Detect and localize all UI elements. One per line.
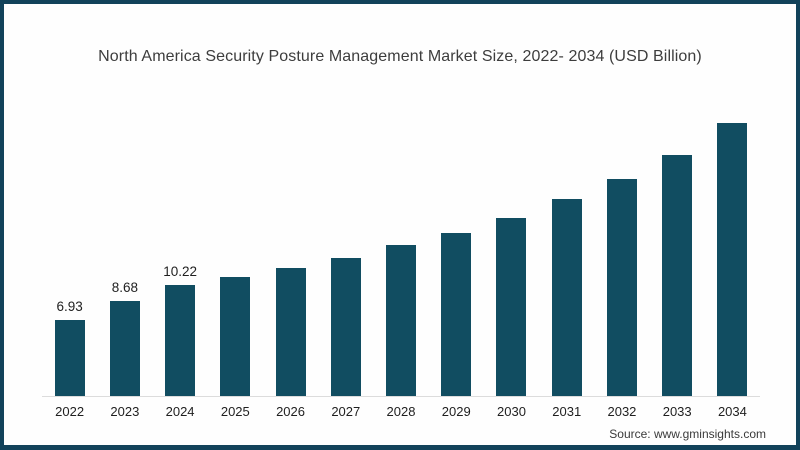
- bar-column-2028: 2028: [373, 96, 428, 419]
- bar-column-2030: 2030: [484, 96, 539, 419]
- bar-2026: [275, 268, 306, 396]
- bar-2033: [662, 154, 693, 396]
- x-axis-label-2032: 2032: [607, 404, 637, 419]
- bar-column-2031: 2031: [539, 96, 594, 419]
- bar-column-2022: 6.93 2022: [42, 96, 97, 419]
- source-attribution: Source: www.gminsights.com: [609, 427, 766, 441]
- bar-2034: [717, 123, 748, 396]
- bar-value-label-2024: 10.22: [163, 263, 197, 279]
- x-axis-label-2022: 2022: [55, 404, 85, 419]
- x-axis-label-2027: 2027: [331, 404, 361, 419]
- x-axis-label-2031: 2031: [552, 404, 582, 419]
- chart-title: North America Security Posture Managemen…: [98, 48, 702, 65]
- bar-2032: [606, 179, 637, 396]
- bar-2030: [496, 218, 527, 396]
- plot-area: 6.93 2022 8.68 2023 10.22 2024 2025 2026 2027 202…: [42, 96, 760, 419]
- bar-column-2033: 2033: [650, 96, 705, 419]
- x-axis-label-2033: 2033: [662, 404, 692, 419]
- x-axis-label-2024: 2024: [165, 404, 195, 419]
- x-axis-label-2026: 2026: [276, 404, 305, 419]
- x-axis-label-2025: 2025: [220, 404, 250, 419]
- bar-column-2032: 2032: [594, 96, 649, 419]
- bar-column-2025: 2025: [208, 96, 263, 419]
- bar-column-2026: 2026: [263, 96, 318, 419]
- bar-value-label-2022: 6.93: [56, 299, 83, 315]
- bar-column-2034: 2034: [705, 96, 760, 419]
- bar-column-2024: 10.22 2024: [152, 96, 207, 419]
- bar-value-label-2023: 8.68: [111, 280, 138, 296]
- x-axis-label-2029: 2029: [441, 404, 471, 419]
- bar-2023: [109, 301, 140, 396]
- bar-2027: [330, 258, 361, 396]
- x-axis-label-2034: 2034: [717, 404, 747, 419]
- x-axis-label-2030: 2030: [497, 404, 526, 419]
- bar-2024: [165, 284, 196, 396]
- bar-2022: [54, 320, 85, 396]
- bar-column-2029: 2029: [429, 96, 484, 419]
- bar-2029: [441, 233, 472, 396]
- bar-column-2027: 2027: [318, 96, 373, 419]
- bar-column-2023: 8.68 2023: [97, 96, 152, 419]
- bar-2028: [386, 244, 417, 396]
- bar-2025: [220, 276, 251, 396]
- bar-2031: [551, 198, 582, 396]
- x-axis-label-2028: 2028: [386, 404, 416, 419]
- x-axis-label-2023: 2023: [110, 404, 140, 419]
